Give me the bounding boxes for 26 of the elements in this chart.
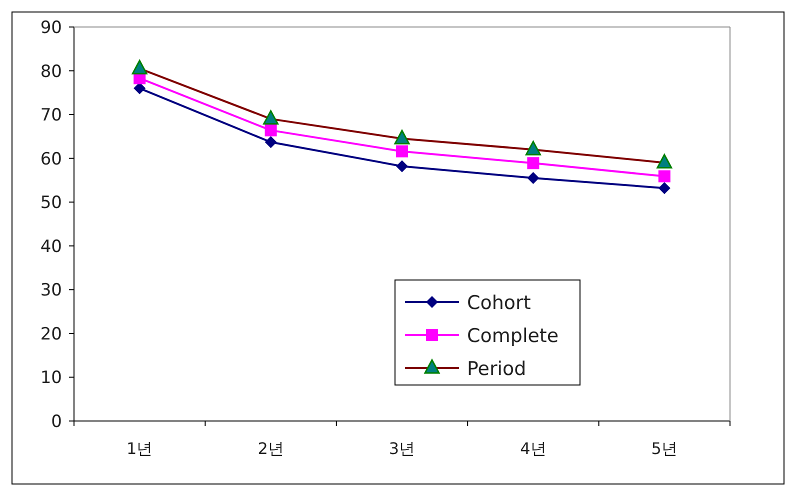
point (527, 172, 540, 184)
x-tick-label: 2년 (258, 439, 284, 458)
point (264, 124, 277, 136)
y-tick-label: 0 (51, 412, 62, 432)
legend-label: Cohort (467, 292, 531, 314)
y-tick-label: 20 (40, 324, 62, 344)
point (264, 136, 277, 148)
legend-label: Complete (467, 325, 559, 347)
y-tick-label: 30 (40, 280, 62, 301)
y-tick-label: 40 (40, 236, 62, 257)
legend-label: Period (467, 358, 526, 380)
point (396, 145, 408, 158)
point (658, 170, 670, 182)
point (396, 160, 408, 172)
y-tick-label: 60 (40, 149, 62, 170)
point (527, 157, 540, 170)
y-tick-label: 80 (40, 62, 62, 82)
point (658, 182, 670, 194)
x-tick-label: 3년 (388, 439, 416, 458)
y-tick-label: 90 (40, 18, 62, 38)
y-tick-label: 10 (40, 368, 62, 388)
y-tick-label: 50 (40, 193, 62, 214)
x-tick-label: 4년 (520, 439, 546, 458)
x-tick-label: 1년 (126, 439, 153, 458)
x-tick-label: 5년 (651, 439, 678, 458)
y-tick-label: 70 (40, 106, 62, 126)
